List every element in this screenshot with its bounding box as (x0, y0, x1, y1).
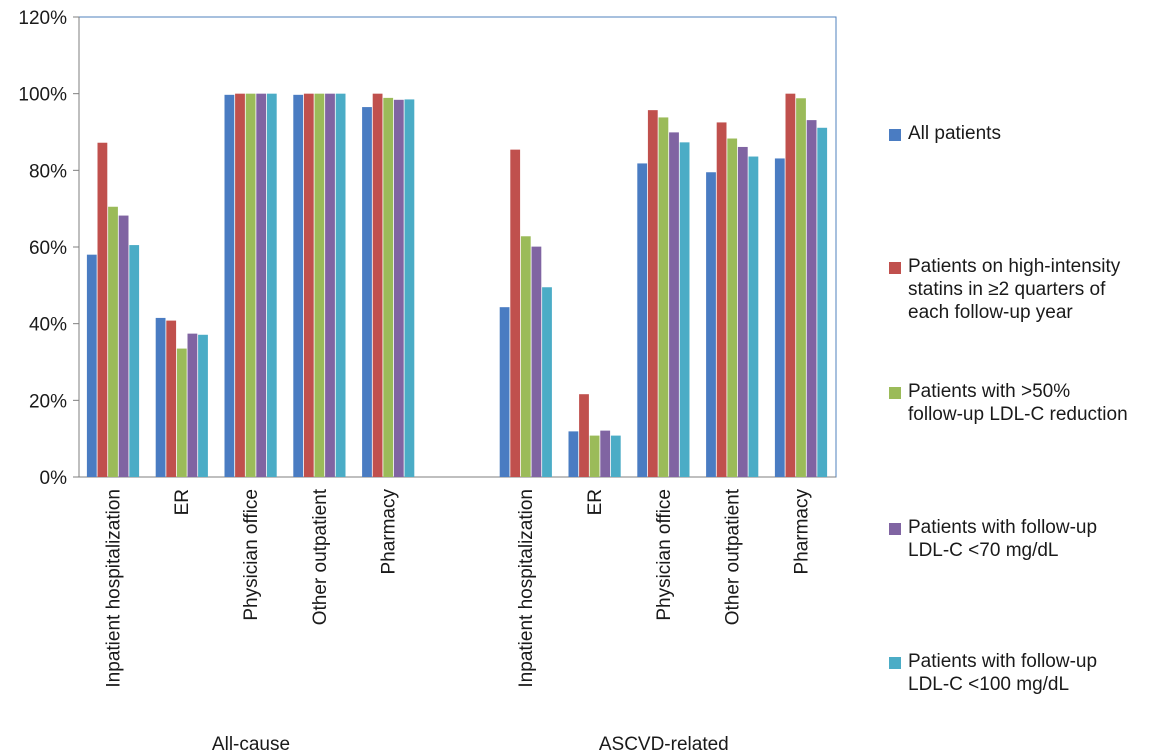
bar (155, 317, 166, 477)
bar (542, 287, 552, 477)
x-category-label: Physician office (654, 489, 675, 621)
y-tick-label: 120% (18, 8, 67, 29)
bar (817, 127, 828, 477)
bar (806, 120, 817, 478)
bar (256, 93, 267, 478)
bar (383, 97, 394, 477)
legend-label-line: Patients with follow-up (908, 517, 1098, 538)
legend-label: Patients with follow-up LDL-C <100 mg/dL (908, 650, 1097, 696)
legend-label-line: each follow-up year (908, 302, 1073, 323)
y-tick-label: 40% (29, 315, 67, 336)
legend-label: Patients with >50% follow-up LDL-C reduct… (908, 380, 1128, 426)
bar (303, 93, 314, 478)
x-group-label: All-cause (212, 734, 290, 755)
bar (727, 138, 738, 477)
bar (706, 172, 716, 477)
bar (129, 245, 140, 477)
legend-label-line: statins in ≥2 quarters of (908, 279, 1106, 300)
legend-label-line: All patients (908, 123, 1001, 144)
bar (658, 117, 669, 478)
legend-item: Patients with >50% follow-up LDL-C reduct… (889, 380, 1128, 426)
legend-swatch (889, 387, 901, 399)
bar (198, 334, 208, 477)
x-category-label: Other outpatient (310, 488, 331, 625)
bar (235, 93, 245, 478)
legend-swatch (889, 657, 901, 669)
bar (362, 107, 372, 477)
bar (579, 394, 589, 477)
legend-swatch (889, 129, 901, 141)
x-category-label: Pharmacy (379, 489, 400, 575)
x-category-label: Inpatient hospitalization (103, 489, 124, 688)
bar (176, 348, 187, 477)
bar (372, 93, 383, 478)
bar (404, 99, 415, 478)
bar (748, 156, 759, 477)
bar (314, 93, 325, 478)
bar (610, 435, 621, 477)
bar (97, 142, 108, 478)
legend-label-line: LDL-C <70 mg/dL (908, 540, 1059, 561)
x-category-label: Inpatient hospitalization (516, 489, 537, 688)
bar (166, 320, 177, 477)
bar (293, 94, 304, 477)
bar-chart: 0% 20% 40% 60% 80% 100% 120% Inpatient hospital… (18, 8, 837, 755)
bar (393, 99, 404, 478)
legend-label: All patients (908, 122, 1001, 145)
legend-label-line: Patients with follow-up (908, 651, 1098, 672)
legend-label-line: follow-up LDL-C reduction (908, 404, 1128, 425)
bar (774, 158, 785, 477)
y-tick-label: 0% (40, 468, 68, 489)
bar (669, 132, 679, 477)
x-category-label: ER (172, 489, 193, 515)
bar (737, 146, 748, 477)
bar (520, 236, 531, 477)
bar (568, 431, 579, 477)
bar (796, 98, 806, 478)
x-category-label: Other outpatient (723, 488, 744, 625)
bar (325, 93, 335, 478)
legend-item: Patients with follow-up LDL-C <100 mg/dL (889, 650, 1097, 696)
bar (335, 93, 346, 478)
legend-item: Patients with follow-up LDL-C <70 mg/dL (889, 516, 1097, 562)
x-category-label: Physician office (241, 489, 262, 621)
bar (187, 333, 198, 477)
y-tick-label: 60% (29, 238, 67, 259)
bar (637, 163, 648, 477)
bar (266, 93, 277, 478)
legend-swatch (889, 262, 901, 274)
x-group-label: ASCVD-related (599, 734, 729, 755)
y-tick-label: 100% (18, 85, 67, 106)
bar (86, 254, 97, 477)
legend-label: Patients with follow-up LDL-C <70 mg/dL (908, 516, 1097, 562)
bar (600, 430, 611, 477)
bar (510, 149, 521, 477)
legend-label-line: LDL-C <100 mg/dL (908, 674, 1070, 695)
x-category-label: Pharmacy (791, 489, 812, 575)
bar (108, 206, 118, 477)
x-category-label: ER (585, 489, 606, 515)
bar (531, 246, 542, 477)
bar (679, 142, 690, 477)
legend-label-line: Patients with >50% (908, 381, 1071, 402)
bar (499, 307, 510, 477)
bar (245, 93, 256, 478)
bar (716, 122, 727, 478)
bar (647, 110, 658, 478)
bar (785, 93, 796, 478)
legend-swatch (889, 523, 901, 535)
legend-item: Patients on high-intensity statins in ≥2 … (889, 255, 1120, 324)
y-tick-label: 20% (29, 391, 67, 412)
legend-label: Patients on high-intensity statins in ≥2 … (908, 255, 1120, 324)
bar (589, 435, 600, 477)
legend-label-line: Patients on high-intensity (908, 256, 1121, 277)
bar (224, 94, 235, 477)
chart-legend: All patients Patients on high-intensity st… (889, 0, 1161, 755)
legend-item: All patients (889, 122, 1001, 145)
y-tick-label: 80% (29, 161, 67, 182)
bar (118, 215, 129, 477)
